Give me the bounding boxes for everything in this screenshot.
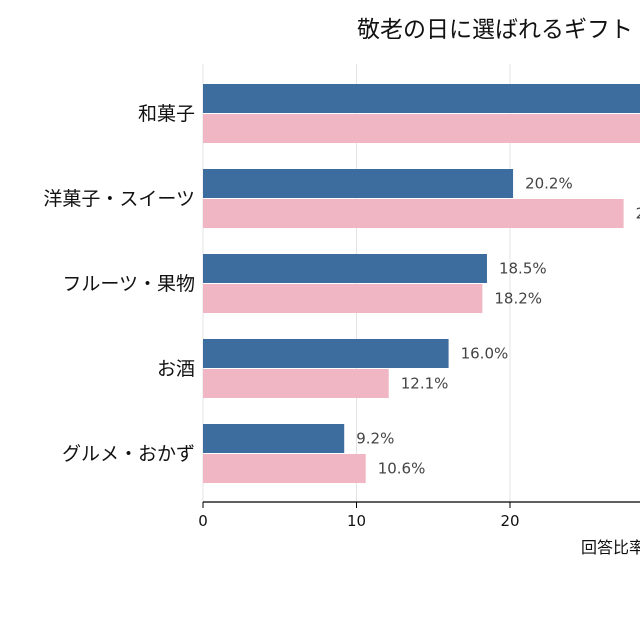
category-label: 洋菓子・スイーツ	[43, 188, 195, 210]
category-label: お酒	[157, 358, 195, 380]
x-ticks: 0 10 20	[198, 502, 520, 530]
bar-s2-3	[203, 369, 389, 398]
data-labels: 20.2% 2 18.5% 18.2% 16.0% 12.1% 9.2% 10.6%	[356, 175, 640, 478]
x-tick-label: 0	[198, 512, 208, 530]
bar-s2-1	[203, 199, 624, 228]
category-label: グルメ・おかず	[62, 443, 195, 465]
data-label: 18.2%	[494, 290, 542, 308]
bar-s1-0	[203, 84, 640, 113]
category-label: 和菓子	[138, 103, 195, 125]
data-label: 2	[636, 205, 640, 223]
x-axis-label: 回答比率	[581, 538, 640, 557]
data-label: 16.0%	[461, 345, 509, 363]
bar-s2-2	[203, 284, 483, 313]
bar-s1-2	[203, 254, 487, 283]
category-label: フルーツ・果物	[62, 273, 195, 295]
bars	[203, 84, 640, 483]
data-label: 9.2%	[356, 430, 394, 448]
chart-title: 敬老の日に選ばれるギフト	[357, 17, 633, 43]
bar-s1-4	[203, 424, 345, 453]
data-label: 10.6%	[378, 460, 426, 478]
data-label: 18.5%	[499, 260, 547, 278]
x-tick-label: 20	[500, 512, 519, 530]
bar-s1-3	[203, 339, 449, 368]
bar-s1-1	[203, 169, 514, 198]
bar-s2-0	[203, 114, 640, 143]
bar-s2-4	[203, 454, 366, 483]
data-label: 12.1%	[401, 375, 449, 393]
x-tick-label: 10	[347, 512, 366, 530]
data-label: 20.2%	[525, 175, 573, 193]
